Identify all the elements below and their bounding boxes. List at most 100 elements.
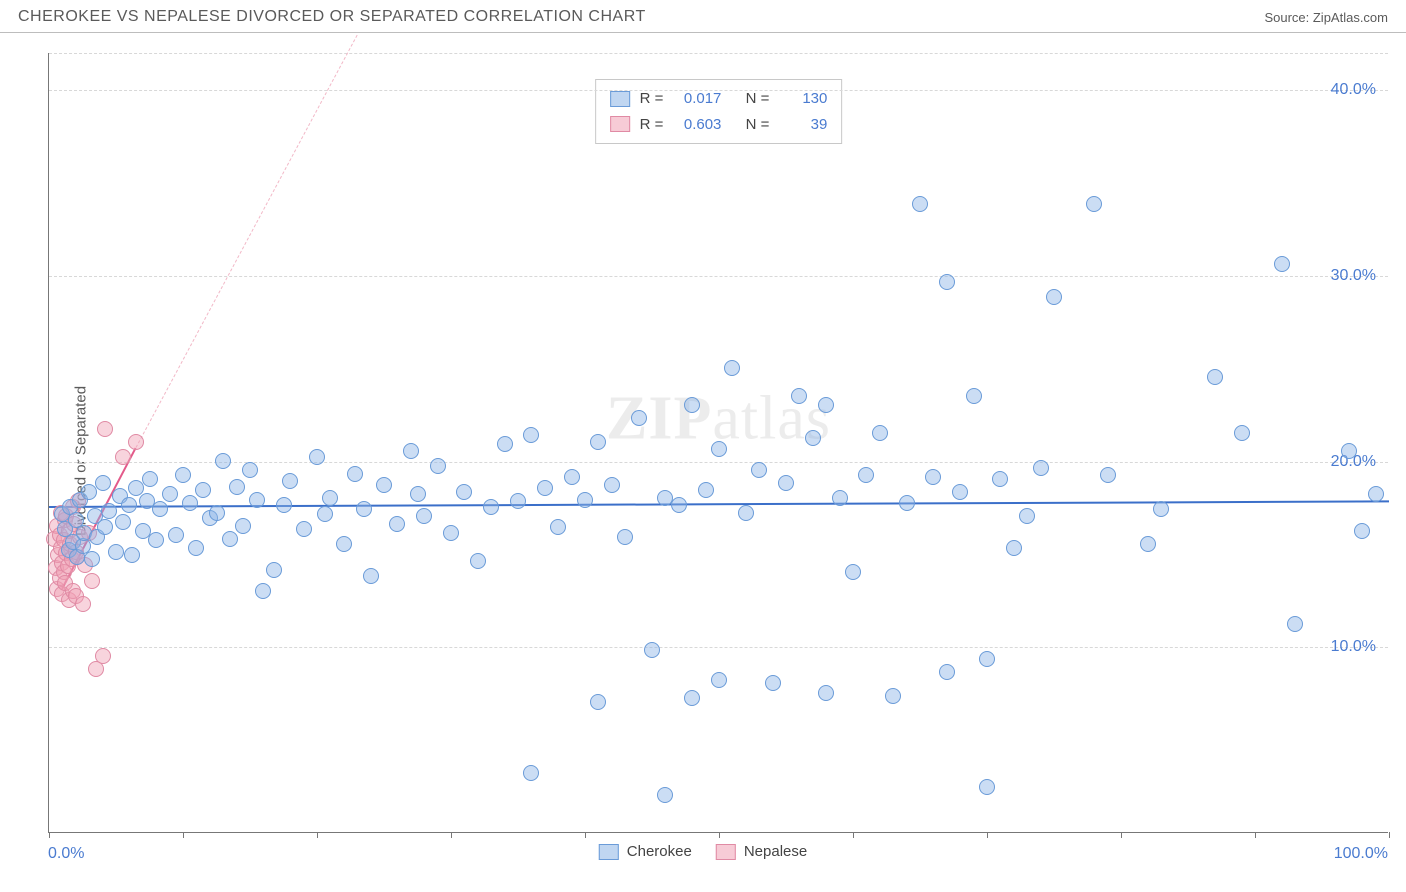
data-point-cherokee [410, 486, 426, 502]
data-point-cherokee [356, 501, 372, 517]
data-point-cherokee [1341, 443, 1357, 459]
data-point-cherokee [550, 519, 566, 535]
data-point-cherokee [858, 467, 874, 483]
data-point-cherokee [363, 568, 379, 584]
y-tick-label: 40.0% [1331, 81, 1376, 99]
data-point-cherokee [577, 492, 593, 508]
data-point-cherokee [564, 469, 580, 485]
data-point-cherokee [108, 544, 124, 560]
x-tick [317, 832, 318, 838]
data-point-cherokee [182, 495, 198, 511]
data-point-cherokee [711, 672, 727, 688]
data-point-cherokee [152, 501, 168, 517]
x-axis-max-label: 100.0% [1334, 845, 1388, 863]
data-point-cherokee [296, 521, 312, 537]
swatch-pink-icon [716, 844, 736, 860]
data-point-cherokee [845, 564, 861, 580]
data-point-cherokee [195, 482, 211, 498]
data-point-cherokee [142, 471, 158, 487]
data-point-cherokee [925, 469, 941, 485]
data-point-cherokee [376, 477, 392, 493]
data-point-cherokee [1153, 501, 1169, 517]
x-tick [183, 832, 184, 838]
data-point-cherokee [617, 529, 633, 545]
plot-region: ZIPatlas R = 0.017 N = 130 R = 0.603 N =… [48, 53, 1388, 833]
data-point-cherokee [1368, 486, 1384, 502]
data-point-cherokee [317, 506, 333, 522]
data-point-cherokee [276, 497, 292, 513]
data-point-cherokee [872, 425, 888, 441]
data-point-cherokee [537, 480, 553, 496]
data-point-cherokee [671, 497, 687, 513]
data-point-cherokee [738, 505, 754, 521]
x-axis-min-label: 0.0% [48, 845, 84, 863]
data-point-cherokee [175, 467, 191, 483]
data-point-cherokee [1274, 256, 1290, 272]
data-point-cherokee [188, 540, 204, 556]
data-point-cherokee [912, 196, 928, 212]
data-point-cherokee [95, 475, 111, 491]
chart-title: CHEROKEE VS NEPALESE DIVORCED OR SEPARAT… [18, 8, 646, 26]
data-point-cherokee [148, 532, 164, 548]
data-point-cherokee [590, 694, 606, 710]
series-legend: Cherokee Nepalese [599, 843, 807, 860]
data-point-cherokee [266, 562, 282, 578]
gridline [49, 647, 1388, 648]
gridline [49, 276, 1388, 277]
data-point-cherokee [885, 688, 901, 704]
trend-line [136, 35, 358, 448]
chart-area: Divorced or Separated ZIPatlas R = 0.017… [0, 33, 1406, 889]
data-point-cherokee [229, 479, 245, 495]
data-point-cherokee [389, 516, 405, 532]
gridline [49, 90, 1388, 91]
data-point-cherokee [443, 525, 459, 541]
y-tick-label: 10.0% [1331, 638, 1376, 656]
data-point-cherokee [101, 503, 117, 519]
x-tick [987, 832, 988, 838]
data-point-cherokee [403, 443, 419, 459]
data-point-nepalese [95, 648, 111, 664]
data-point-nepalese [128, 434, 144, 450]
x-tick [1389, 832, 1390, 838]
swatch-blue-icon [599, 844, 619, 860]
data-point-cherokee [899, 495, 915, 511]
data-point-cherokee [255, 583, 271, 599]
data-point-cherokee [162, 486, 178, 502]
data-point-cherokee [818, 397, 834, 413]
data-point-cherokee [979, 779, 995, 795]
data-point-cherokee [209, 505, 225, 521]
data-point-cherokee [698, 482, 714, 498]
data-point-cherokee [222, 531, 238, 547]
y-tick-label: 30.0% [1331, 267, 1376, 285]
source-link[interactable]: ZipAtlas.com [1313, 10, 1388, 25]
data-point-cherokee [1033, 460, 1049, 476]
data-point-cherokee [939, 274, 955, 290]
data-point-cherokee [1234, 425, 1250, 441]
x-tick [1255, 832, 1256, 838]
gridline [49, 53, 1388, 54]
data-point-cherokee [1354, 523, 1370, 539]
data-point-cherokee [1019, 508, 1035, 524]
x-tick [49, 832, 50, 838]
data-point-cherokee [1287, 616, 1303, 632]
data-point-cherokee [791, 388, 807, 404]
data-point-cherokee [966, 388, 982, 404]
legend-row-pink: R = 0.603 N = 39 [610, 112, 828, 138]
data-point-cherokee [631, 410, 647, 426]
data-point-cherokee [1046, 289, 1062, 305]
data-point-cherokee [657, 787, 673, 803]
data-point-cherokee [604, 477, 620, 493]
swatch-blue-icon [610, 91, 630, 107]
data-point-cherokee [832, 490, 848, 506]
x-tick [1121, 832, 1122, 838]
data-point-nepalese [75, 596, 91, 612]
data-point-cherokee [523, 765, 539, 781]
x-tick [451, 832, 452, 838]
data-point-cherokee [497, 436, 513, 452]
data-point-cherokee [168, 527, 184, 543]
data-point-cherokee [115, 514, 131, 530]
data-point-nepalese [84, 573, 100, 589]
data-point-nepalese [97, 421, 113, 437]
data-point-cherokee [235, 518, 251, 534]
data-point-cherokee [684, 397, 700, 413]
